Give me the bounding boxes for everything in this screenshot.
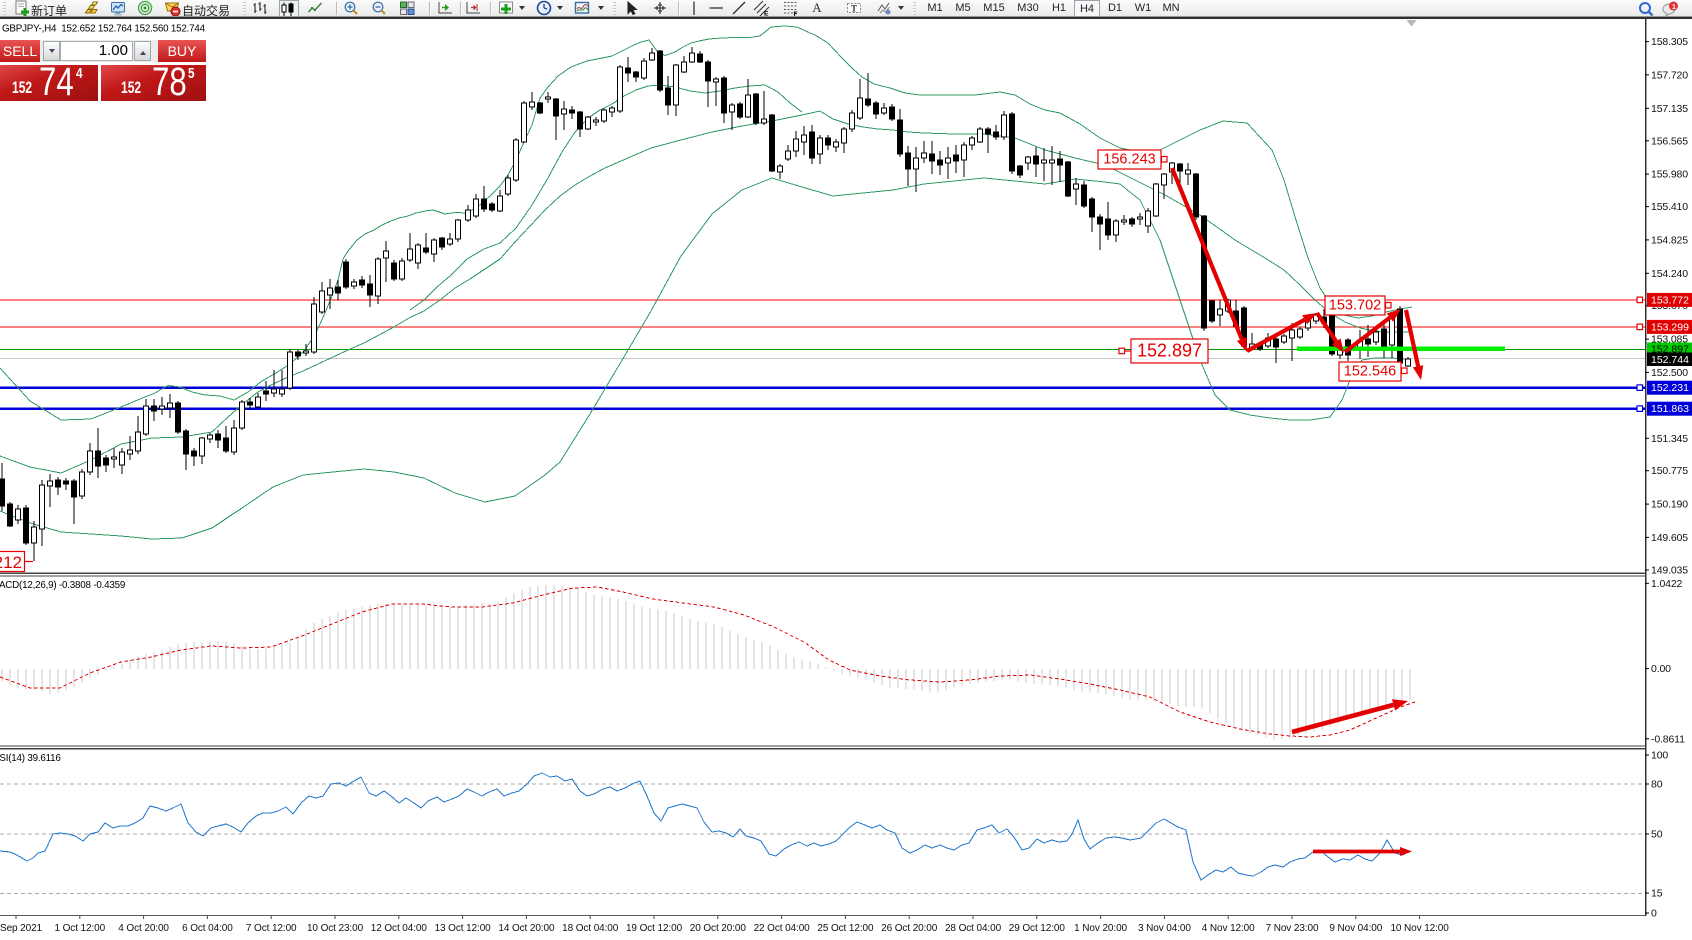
svg-text:154.825: 154.825	[1651, 234, 1688, 246]
svg-text:28 Oct 04:00: 28 Oct 04:00	[945, 923, 1002, 934]
svg-text:155.980: 155.980	[1651, 169, 1688, 181]
svg-text:80: 80	[1651, 779, 1663, 791]
svg-text:E: E	[764, 11, 769, 18]
svg-text:157.720: 157.720	[1651, 69, 1688, 81]
svg-text:3 Nov 04:00: 3 Nov 04:00	[1138, 923, 1191, 934]
svg-text:GBPJPY-,H4 152.652 152.764 15: GBPJPY-,H4 152.652 152.764 152.560 152.7…	[2, 24, 206, 35]
svg-text:152.744: 152.744	[1651, 354, 1689, 366]
svg-text:158.305: 158.305	[1651, 36, 1688, 48]
svg-text:6 Oct 04:00: 6 Oct 04:00	[182, 923, 233, 934]
svg-text:1 Oct 12:00: 1 Oct 12:00	[54, 923, 105, 934]
svg-text:152.500: 152.500	[1651, 367, 1688, 379]
svg-text:150.190: 150.190	[1651, 499, 1688, 511]
svg-text:151.863: 151.863	[1651, 403, 1689, 415]
svg-text:9 Nov 04:00: 9 Nov 04:00	[1329, 923, 1382, 934]
svg-text:153.702: 153.702	[1329, 298, 1381, 314]
svg-text:26 Oct 20:00: 26 Oct 20:00	[881, 923, 938, 934]
svg-text:18 Oct 04:00: 18 Oct 04:00	[562, 923, 619, 934]
svg-text:4 Oct 20:00: 4 Oct 20:00	[118, 923, 169, 934]
svg-text:15: 15	[1651, 888, 1663, 900]
svg-text:4 Nov 12:00: 4 Nov 12:00	[1202, 923, 1255, 934]
svg-text:12 Oct 04:00: 12 Oct 04:00	[371, 923, 428, 934]
svg-text:152.231: 152.231	[1651, 382, 1689, 394]
svg-text:1: 1	[1672, 4, 1676, 11]
svg-text:154.240: 154.240	[1651, 268, 1688, 280]
svg-text:149.035: 149.035	[1651, 565, 1688, 577]
svg-text:156.243: 156.243	[1103, 152, 1155, 168]
svg-text:10 Oct 23:00: 10 Oct 23:00	[307, 923, 364, 934]
svg-text:10 Nov 12:00: 10 Nov 12:00	[1390, 923, 1449, 934]
svg-text:149.212: 149.212	[0, 553, 22, 572]
svg-text:150.775: 150.775	[1651, 465, 1688, 477]
svg-text:-0.8611: -0.8611	[1651, 733, 1685, 745]
svg-text:RSI(14) 39.6116: RSI(14) 39.6116	[0, 753, 61, 764]
svg-text:20 Oct 20:00: 20 Oct 20:00	[690, 923, 747, 934]
svg-text:Sep 2021: Sep 2021	[0, 923, 43, 934]
svg-text:7 Nov 23:00: 7 Nov 23:00	[1266, 923, 1319, 934]
svg-text:155.410: 155.410	[1651, 201, 1688, 213]
svg-text:1 Nov 20:00: 1 Nov 20:00	[1074, 923, 1127, 934]
svg-text:151.345: 151.345	[1651, 433, 1688, 445]
svg-text:156.565: 156.565	[1651, 135, 1688, 147]
svg-text:25 Oct 12:00: 25 Oct 12:00	[817, 923, 874, 934]
svg-text:F: F	[794, 11, 798, 17]
svg-text:T: T	[851, 4, 857, 14]
svg-text:153.772: 153.772	[1651, 294, 1689, 306]
svg-text:153.299: 153.299	[1651, 321, 1689, 333]
svg-text:29 Oct 12:00: 29 Oct 12:00	[1009, 923, 1066, 934]
svg-text:1.0422: 1.0422	[1651, 578, 1683, 590]
svg-text:0.00: 0.00	[1651, 663, 1671, 675]
svg-text:13 Oct 12:00: 13 Oct 12:00	[435, 923, 492, 934]
svg-text:157.135: 157.135	[1651, 103, 1688, 115]
svg-text:0: 0	[1651, 908, 1657, 920]
svg-text:100: 100	[1651, 750, 1668, 762]
svg-text:152.897: 152.897	[1137, 340, 1202, 360]
svg-text:14 Oct 20:00: 14 Oct 20:00	[498, 923, 555, 934]
svg-text:22 Oct 04:00: 22 Oct 04:00	[754, 923, 811, 934]
svg-text:MACD(12,26,9) -0.3808 -0.4359: MACD(12,26,9) -0.3808 -0.4359	[0, 580, 125, 591]
svg-text:19 Oct 12:00: 19 Oct 12:00	[626, 923, 683, 934]
svg-text:7 Oct 12:00: 7 Oct 12:00	[246, 923, 297, 934]
svg-text:50: 50	[1651, 829, 1663, 841]
svg-text:149.605: 149.605	[1651, 532, 1688, 544]
svg-text:152.546: 152.546	[1344, 364, 1396, 380]
